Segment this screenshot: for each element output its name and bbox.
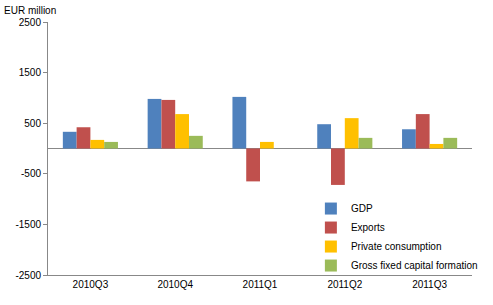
svg-text:500: 500 (24, 118, 41, 129)
svg-text:EUR million: EUR million (4, 5, 56, 16)
svg-text:2011Q3: 2011Q3 (412, 279, 447, 290)
svg-text:2500: 2500 (19, 17, 42, 28)
svg-text:2010Q4: 2010Q4 (157, 279, 193, 290)
svg-text:2010Q3: 2010Q3 (73, 279, 109, 290)
svg-text:-500: -500 (21, 168, 41, 179)
svg-text:GDP: GDP (351, 203, 373, 214)
svg-text:Gross fixed capital formation: Gross fixed capital formation (351, 260, 478, 271)
svg-text:-2500: -2500 (15, 270, 41, 281)
svg-text:Exports: Exports (351, 222, 385, 233)
svg-text:2011Q2: 2011Q2 (327, 279, 362, 290)
svg-text:2011Q1: 2011Q1 (243, 279, 278, 290)
svg-text:-1500: -1500 (15, 219, 41, 230)
svg-text:1500: 1500 (19, 67, 42, 78)
svg-text:Private consumption: Private consumption (351, 241, 442, 252)
